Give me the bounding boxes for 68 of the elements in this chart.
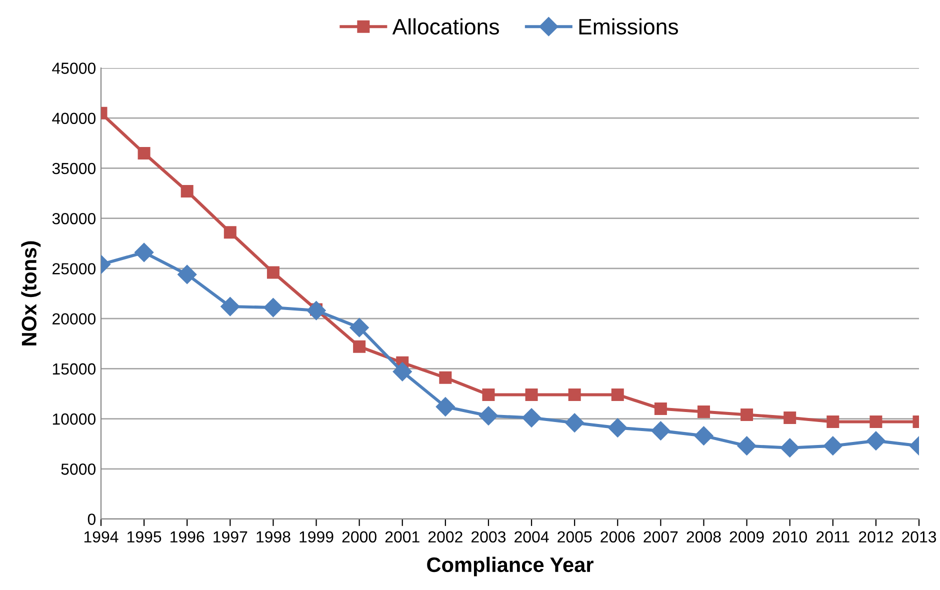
x-tick-label: 2002	[428, 531, 462, 543]
point	[784, 412, 796, 424]
point	[525, 388, 538, 401]
point	[694, 426, 714, 446]
point	[180, 185, 194, 198]
x-axis-title: Compliance Year	[427, 556, 594, 576]
point	[522, 408, 542, 428]
x-tick-label: 2007	[644, 531, 678, 543]
point	[870, 416, 882, 428]
y-tick-label: 20000	[52, 313, 96, 324]
y-tick-label: 45000	[52, 62, 96, 74]
point	[264, 298, 283, 318]
x-tick-label: 1995	[128, 531, 162, 543]
point	[220, 296, 240, 316]
point	[178, 264, 197, 284]
point	[651, 421, 670, 440]
point	[780, 438, 800, 458]
point	[350, 318, 369, 338]
y-tick-label: 40000	[52, 112, 96, 124]
y-axis-title: NOx (tons)	[21, 241, 41, 346]
x-tick-label: 1998	[256, 531, 290, 543]
point	[266, 266, 280, 279]
y-tick-label: 35000	[52, 162, 96, 174]
x-tick-label: 2011	[816, 531, 850, 543]
x-tick-label: 2006	[600, 531, 635, 543]
point	[478, 406, 498, 426]
y-tick-label: 25000	[52, 263, 96, 274]
point	[439, 371, 452, 384]
point	[654, 402, 667, 416]
y-tick-label: 5000	[61, 464, 96, 475]
point	[608, 418, 628, 438]
x-tick-label: 2009	[730, 531, 764, 543]
y-tick-label: 15000	[52, 363, 96, 375]
x-tick-label: 1999	[300, 531, 334, 543]
point	[134, 242, 154, 262]
y-tick-label: 0	[88, 514, 96, 525]
x-tick-label: 1994	[84, 531, 118, 543]
point	[737, 436, 756, 456]
x-tick-label: 2012	[858, 531, 893, 543]
point	[823, 436, 842, 456]
legend-label: Emissions	[579, 18, 678, 35]
point	[697, 406, 710, 418]
y-tick-label: 30000	[52, 212, 96, 224]
x-tick-label: 1996	[170, 531, 204, 543]
x-tick-label: 2013	[902, 531, 936, 543]
x-tick-label: 2003	[472, 531, 506, 543]
y-tick-label: 10000	[52, 413, 96, 425]
point	[224, 226, 236, 239]
point	[482, 388, 495, 401]
x-tick-label: 2001	[385, 531, 420, 543]
x-tick-label: 2010	[772, 531, 807, 543]
point	[436, 397, 455, 416]
x-tick-label: 1997	[214, 531, 248, 543]
point	[392, 362, 412, 382]
point	[740, 408, 754, 422]
point	[306, 301, 326, 320]
point	[611, 388, 624, 401]
x-tick-label: 2005	[558, 531, 592, 543]
legend-label: Allocations	[392, 18, 499, 35]
point	[826, 416, 840, 428]
x-tick-label: 2000	[342, 531, 376, 543]
x-tick-label: 2004	[514, 531, 549, 543]
point	[866, 431, 886, 450]
point	[565, 413, 584, 432]
x-tick-label: 2008	[686, 531, 721, 543]
point	[138, 146, 150, 160]
point	[353, 340, 366, 353]
point	[568, 388, 581, 401]
